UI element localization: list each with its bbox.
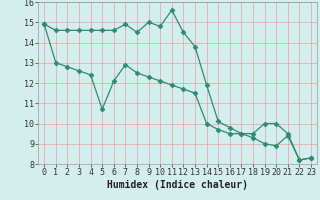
X-axis label: Humidex (Indice chaleur): Humidex (Indice chaleur) bbox=[107, 180, 248, 190]
